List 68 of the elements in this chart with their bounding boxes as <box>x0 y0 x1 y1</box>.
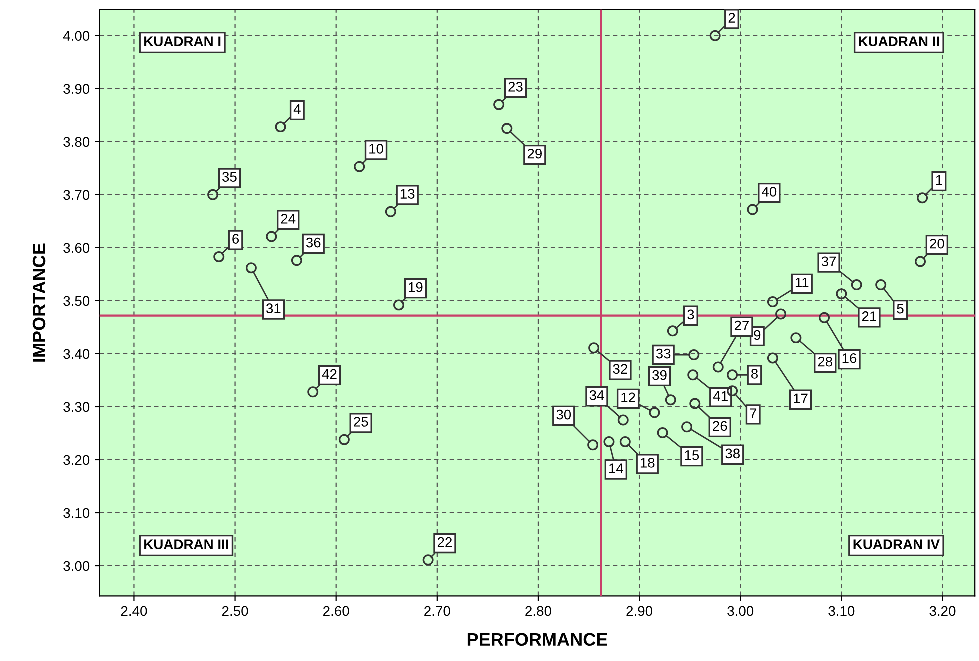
annotation: 40 <box>762 186 777 197</box>
annotation: 1 <box>936 175 942 186</box>
annotation: 38 <box>726 448 740 459</box>
y-tick-label: 3.60 <box>64 243 90 254</box>
annotation: 26 <box>713 421 728 432</box>
annotation: 9 <box>754 330 761 340</box>
annotation: 16 <box>842 353 857 364</box>
y-tick-label: 3.40 <box>64 349 90 360</box>
annotation: 22 <box>438 537 452 548</box>
annotation: KUADRAN III <box>144 540 228 550</box>
annotation: 18 <box>640 458 655 468</box>
annotation: 5 <box>897 304 904 314</box>
y-tick-label: 4.00 <box>63 31 90 42</box>
annotation: 15 <box>685 450 700 460</box>
y-tick-label: 3.80 <box>64 137 90 148</box>
annotation: 39 <box>652 370 667 380</box>
annotation: 30 <box>556 410 572 420</box>
annotation: 12 <box>622 392 636 403</box>
annotation: 11 <box>796 278 809 288</box>
x-tick-label: 2.90 <box>626 606 653 616</box>
annotation: 34 <box>590 390 604 400</box>
annotation: 13 <box>400 189 415 199</box>
annotation: 31 <box>266 304 281 314</box>
annotation: 25 <box>354 417 368 427</box>
annotation: 6 <box>232 234 240 244</box>
y-axis-title: IMPORTANCE <box>32 244 46 362</box>
annotation: 42 <box>322 369 337 380</box>
annotation: KUADRAN I <box>144 36 221 46</box>
x-tick-label: 2.60 <box>324 606 350 616</box>
annotation: 41 <box>713 391 728 401</box>
x-tick-label: 3.00 <box>728 606 754 616</box>
annotation: 32 <box>613 364 628 374</box>
annotation: 20 <box>930 238 944 249</box>
annotation: 14 <box>610 464 624 474</box>
annotation: 7 <box>750 408 757 418</box>
x-tick-label: 3.20 <box>930 606 956 616</box>
x-tick-label: 2.70 <box>424 606 450 616</box>
annotation: 29 <box>528 148 542 159</box>
x-tick-label: 3.10 <box>828 606 855 616</box>
x-axis-title: PERFORMANCE <box>468 633 608 646</box>
y-tick-label: 3.10 <box>64 508 90 518</box>
annotation: 21 <box>862 312 877 322</box>
y-tick-label: 3.00 <box>64 561 90 572</box>
annotation: 24 <box>281 214 296 224</box>
annotation: 35 <box>222 172 237 182</box>
x-tick-label: 2.80 <box>526 606 552 616</box>
annotation: 4 <box>294 104 301 114</box>
annotation: 27 <box>734 320 750 331</box>
annotation: 36 <box>306 238 321 248</box>
y-tick-label: 3.50 <box>64 296 90 306</box>
annotation: 19 <box>409 282 423 292</box>
annotation: 23 <box>508 82 523 92</box>
annotation: KUADRAN IV <box>854 540 940 550</box>
annotation: 8 <box>751 369 758 379</box>
annotation: KUADRAN II <box>859 36 940 46</box>
annotation: 28 <box>818 356 832 367</box>
y-tick-label: 3.90 <box>64 84 90 94</box>
annotation: 10 <box>370 144 384 154</box>
annotation: 3 <box>688 310 694 320</box>
x-tick-label: 2.50 <box>222 606 248 616</box>
annotation: 2 <box>728 13 736 23</box>
y-tick-label: 3.70 <box>64 190 90 200</box>
annotation: 17 <box>794 394 808 404</box>
x-tick-label: 2.40 <box>121 606 148 616</box>
annotation: 33 <box>656 348 671 359</box>
y-tick-label: 3.30 <box>64 402 90 412</box>
y-tick-label: 3.20 <box>64 455 90 466</box>
annotation: 37 <box>822 256 836 267</box>
